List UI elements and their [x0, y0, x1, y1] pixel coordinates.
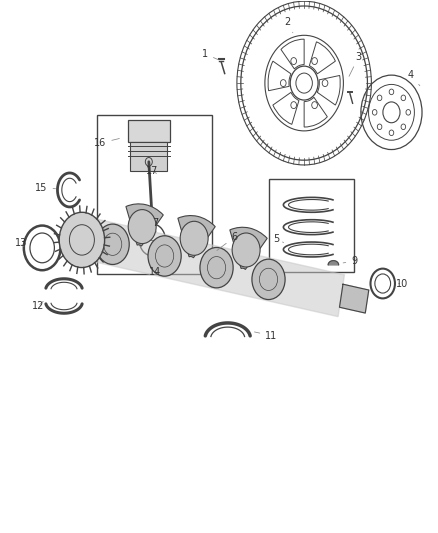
Text: 14: 14 [148, 267, 161, 277]
Wedge shape [273, 92, 299, 124]
Circle shape [128, 209, 156, 244]
Bar [269, 179, 354, 272]
Text: 1: 1 [202, 49, 218, 60]
Circle shape [180, 221, 208, 255]
Text: 7: 7 [152, 218, 159, 232]
Circle shape [148, 236, 181, 276]
Circle shape [200, 247, 233, 288]
Wedge shape [268, 61, 291, 91]
Text: 16: 16 [94, 138, 120, 148]
Text: 17: 17 [146, 166, 159, 176]
Wedge shape [304, 97, 327, 127]
Text: 2: 2 [284, 17, 293, 33]
Text: 3: 3 [349, 52, 362, 76]
Circle shape [232, 233, 260, 267]
Bar [97, 115, 212, 274]
Text: 4: 4 [408, 70, 420, 86]
Circle shape [59, 212, 105, 268]
Wedge shape [309, 42, 336, 74]
Text: 10: 10 [396, 279, 409, 288]
Polygon shape [339, 284, 369, 313]
Text: 12: 12 [32, 301, 44, 311]
Polygon shape [328, 261, 339, 265]
Text: 6: 6 [217, 232, 237, 251]
Bar [130, 142, 167, 171]
Wedge shape [230, 227, 267, 270]
Text: 15: 15 [35, 183, 56, 193]
Text: 9: 9 [343, 256, 357, 266]
Text: 11: 11 [254, 330, 278, 341]
Wedge shape [281, 39, 304, 69]
Text: 5: 5 [273, 234, 284, 244]
Wedge shape [178, 215, 215, 258]
Wedge shape [317, 76, 340, 105]
Bar [128, 120, 170, 142]
Wedge shape [126, 204, 163, 246]
Text: 13: 13 [14, 238, 27, 247]
Circle shape [96, 224, 129, 264]
Circle shape [252, 259, 285, 300]
Polygon shape [78, 216, 344, 317]
